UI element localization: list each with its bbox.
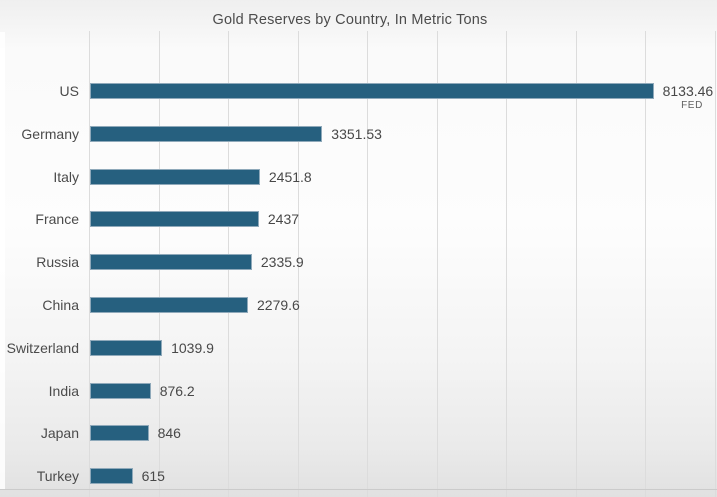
value-label: 1039.9 bbox=[171, 339, 214, 356]
value-label: 3351.53 bbox=[331, 125, 382, 142]
value-label: 2437 bbox=[267, 211, 300, 228]
category-label: US bbox=[59, 83, 79, 99]
gridline bbox=[89, 31, 90, 497]
bar-row: India 876.2 bbox=[0, 382, 717, 399]
bar-row: Italy 2451.8 bbox=[0, 168, 717, 185]
bar bbox=[90, 211, 259, 228]
bar-row: Russia 2335.9 bbox=[0, 254, 717, 271]
category-label: Turkey bbox=[36, 468, 79, 485]
gridline bbox=[645, 31, 646, 497]
category-label: India bbox=[48, 382, 79, 399]
bar-row: Japan 846 bbox=[0, 425, 717, 442]
value-label: 615 bbox=[141, 468, 165, 485]
category-label: Japan bbox=[40, 425, 79, 442]
left-edge-highlight bbox=[0, 32, 5, 489]
bar-row: Germany 3351.53 bbox=[0, 125, 717, 142]
chart-title: Gold Reserves by Country, In Metric Tons bbox=[212, 12, 488, 28]
bar bbox=[90, 168, 260, 185]
bar bbox=[90, 125, 323, 142]
bar bbox=[90, 254, 252, 271]
gridline bbox=[367, 31, 368, 497]
bar bbox=[90, 297, 248, 313]
category-label: China bbox=[42, 297, 79, 313]
bar bbox=[90, 339, 163, 356]
bar bbox=[90, 83, 654, 99]
value-label: 2335.9 bbox=[260, 254, 304, 271]
value-label: 8133.46 bbox=[662, 83, 714, 99]
gridline bbox=[436, 31, 438, 497]
bar-row: China 2279.6 bbox=[0, 297, 717, 314]
gridline bbox=[297, 31, 299, 497]
bar-row: Turkey 615 bbox=[0, 468, 717, 485]
bar bbox=[90, 468, 133, 485]
value-label: 2279.6 bbox=[257, 297, 300, 313]
gridline bbox=[575, 31, 577, 497]
category-label: Italy bbox=[53, 168, 79, 185]
fed-annotation: FED bbox=[681, 100, 703, 111]
value-label: 876.2 bbox=[159, 382, 195, 399]
category-label: Switzerland bbox=[6, 339, 79, 356]
bar bbox=[90, 382, 151, 399]
category-label: Russia bbox=[36, 254, 79, 271]
category-label: France bbox=[35, 211, 79, 228]
gridline bbox=[506, 31, 507, 497]
bar-row: Switzerland 1039.9 bbox=[0, 339, 717, 356]
gridline bbox=[714, 31, 716, 497]
bar-row: US 8133.46 bbox=[0, 83, 717, 100]
value-label: 2451.8 bbox=[268, 168, 312, 185]
bar-row: France 2437 bbox=[0, 211, 717, 228]
bar bbox=[90, 425, 149, 442]
x-axis-line bbox=[0, 489, 717, 490]
value-label: 846 bbox=[157, 425, 181, 442]
category-label: Germany bbox=[21, 125, 79, 142]
